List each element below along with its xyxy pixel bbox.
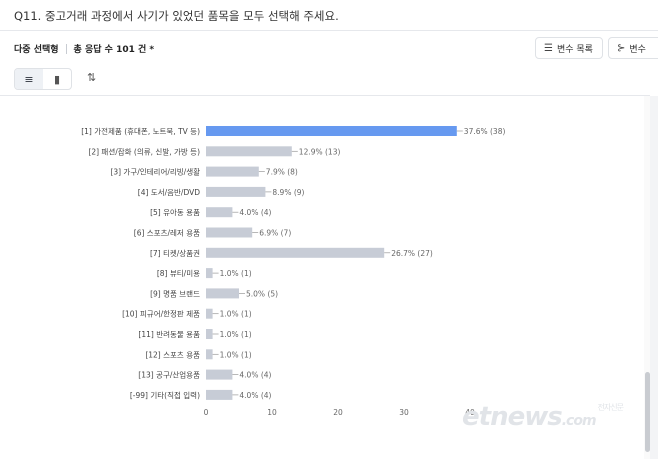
value-label: 7.9% (8) <box>266 168 298 177</box>
x-tick-label: 30 <box>399 408 409 417</box>
vertical-bar-icon[interactable]: ▮ <box>53 72 61 86</box>
value-label: 12.9% (13) <box>299 147 341 156</box>
value-label: 6.9% (7) <box>259 229 291 238</box>
x-tick-label: 40 <box>465 408 475 417</box>
category-label: [7] 티켓/상품권 <box>150 248 200 258</box>
category-label: [4] 도서/음반/DVD <box>138 188 200 197</box>
category-label: [11] 반려동물 용품 <box>138 329 200 339</box>
branch-icon: ⊱ <box>617 42 626 54</box>
bar[interactable] <box>206 126 457 136</box>
category-label: [2] 패션/잡화 (의류, 신발, 가방 등) <box>88 146 200 156</box>
category-label: [10] 피규어/한정판 제품 <box>122 309 200 319</box>
value-label: 4.0% (4) <box>239 208 271 217</box>
value-label: 4.0% (4) <box>239 391 271 400</box>
response-meta: 다중 선택형 총 응답 수 101 건 * <box>14 42 154 55</box>
watermark-logo-text: etnews <box>462 402 563 432</box>
value-label: 1.0% (1) <box>220 330 252 339</box>
bar[interactable] <box>206 288 239 299</box>
scrollbar-track[interactable] <box>644 96 650 459</box>
bar[interactable] <box>206 308 213 319</box>
variable-button[interactable]: ⊱ 변수 <box>608 37 658 59</box>
category-label: [12] 스포츠 용품 <box>145 350 200 359</box>
value-label: 5.0% (5) <box>246 289 278 298</box>
value-label: 1.0% (1) <box>220 269 252 278</box>
bar[interactable] <box>206 349 213 360</box>
bar[interactable] <box>206 207 233 218</box>
etnews-watermark: etnews.com전자신문 <box>462 402 624 432</box>
value-label: 26.7% (27) <box>391 249 433 258</box>
category-label: [6] 스포츠/레저 용품 <box>134 229 200 238</box>
value-label: 1.0% (1) <box>220 350 252 359</box>
variable-list-button[interactable]: ☰ 변수 목록 <box>535 37 603 59</box>
question-title: Q11. 중고거래 과정에서 사기가 있었던 품목을 모두 선택해 주세요. <box>14 9 339 23</box>
value-label: 37.6% (38) <box>464 127 506 136</box>
list-icon: ☰ <box>544 42 553 54</box>
x-tick-label: 20 <box>333 408 343 417</box>
value-label: 4.0% (4) <box>239 371 271 380</box>
watermark-logo-suffix: .com <box>561 413 597 429</box>
variable-label: 변수 <box>629 44 646 55</box>
horizontal-bar-icon[interactable]: ≡ <box>15 69 43 89</box>
x-tick-label: 10 <box>267 408 277 417</box>
bar[interactable] <box>206 389 233 400</box>
bar[interactable] <box>206 268 213 279</box>
category-label: [1] 가전제품 (휴대폰, 노트북, TV 등) <box>81 126 200 136</box>
watermark-logo-kr: 전자신문 <box>597 403 624 412</box>
bar[interactable] <box>206 329 213 339</box>
question-type-label: 다중 선택형 <box>14 45 59 55</box>
x-tick-label: 0 <box>204 408 209 417</box>
category-label: [5] 유아동 용품 <box>150 207 200 217</box>
category-label: [-99] 기타(직접 입력) <box>130 390 200 400</box>
meta-divider <box>65 43 67 54</box>
bar[interactable] <box>206 369 233 380</box>
category-label: [8] 뷰티/미용 <box>157 269 200 278</box>
category-label: [9] 명품 브랜드 <box>150 288 200 298</box>
value-label: 8.9% (9) <box>272 188 304 197</box>
scrollbar-thumb[interactable] <box>645 372 650 452</box>
bar[interactable] <box>206 166 259 177</box>
response-count-label: 총 응답 수 101 건 * <box>73 45 155 55</box>
sort-icon[interactable]: ⇅ <box>87 71 97 84</box>
side-panel-edge <box>650 96 658 459</box>
bar[interactable] <box>206 247 385 258</box>
value-label: 1.0% (1) <box>220 310 252 319</box>
category-label: [3] 가구/인테리어/리빙/생활 <box>110 167 200 177</box>
panel-divider <box>0 95 650 96</box>
response-bar-chart: [1] 가전제품 (휴대폰, 노트북, TV 등) 37.6% (38) [2] 패… <box>81 126 506 417</box>
bar[interactable] <box>206 227 253 238</box>
category-label: [13] 공구/산업용품 <box>138 370 200 380</box>
bar[interactable] <box>206 186 266 197</box>
header-divider <box>0 30 658 31</box>
variable-list-label: 변수 목록 <box>556 44 593 55</box>
bar[interactable] <box>206 146 292 157</box>
chart-type-toggle: ≡ ▮ <box>14 68 72 90</box>
